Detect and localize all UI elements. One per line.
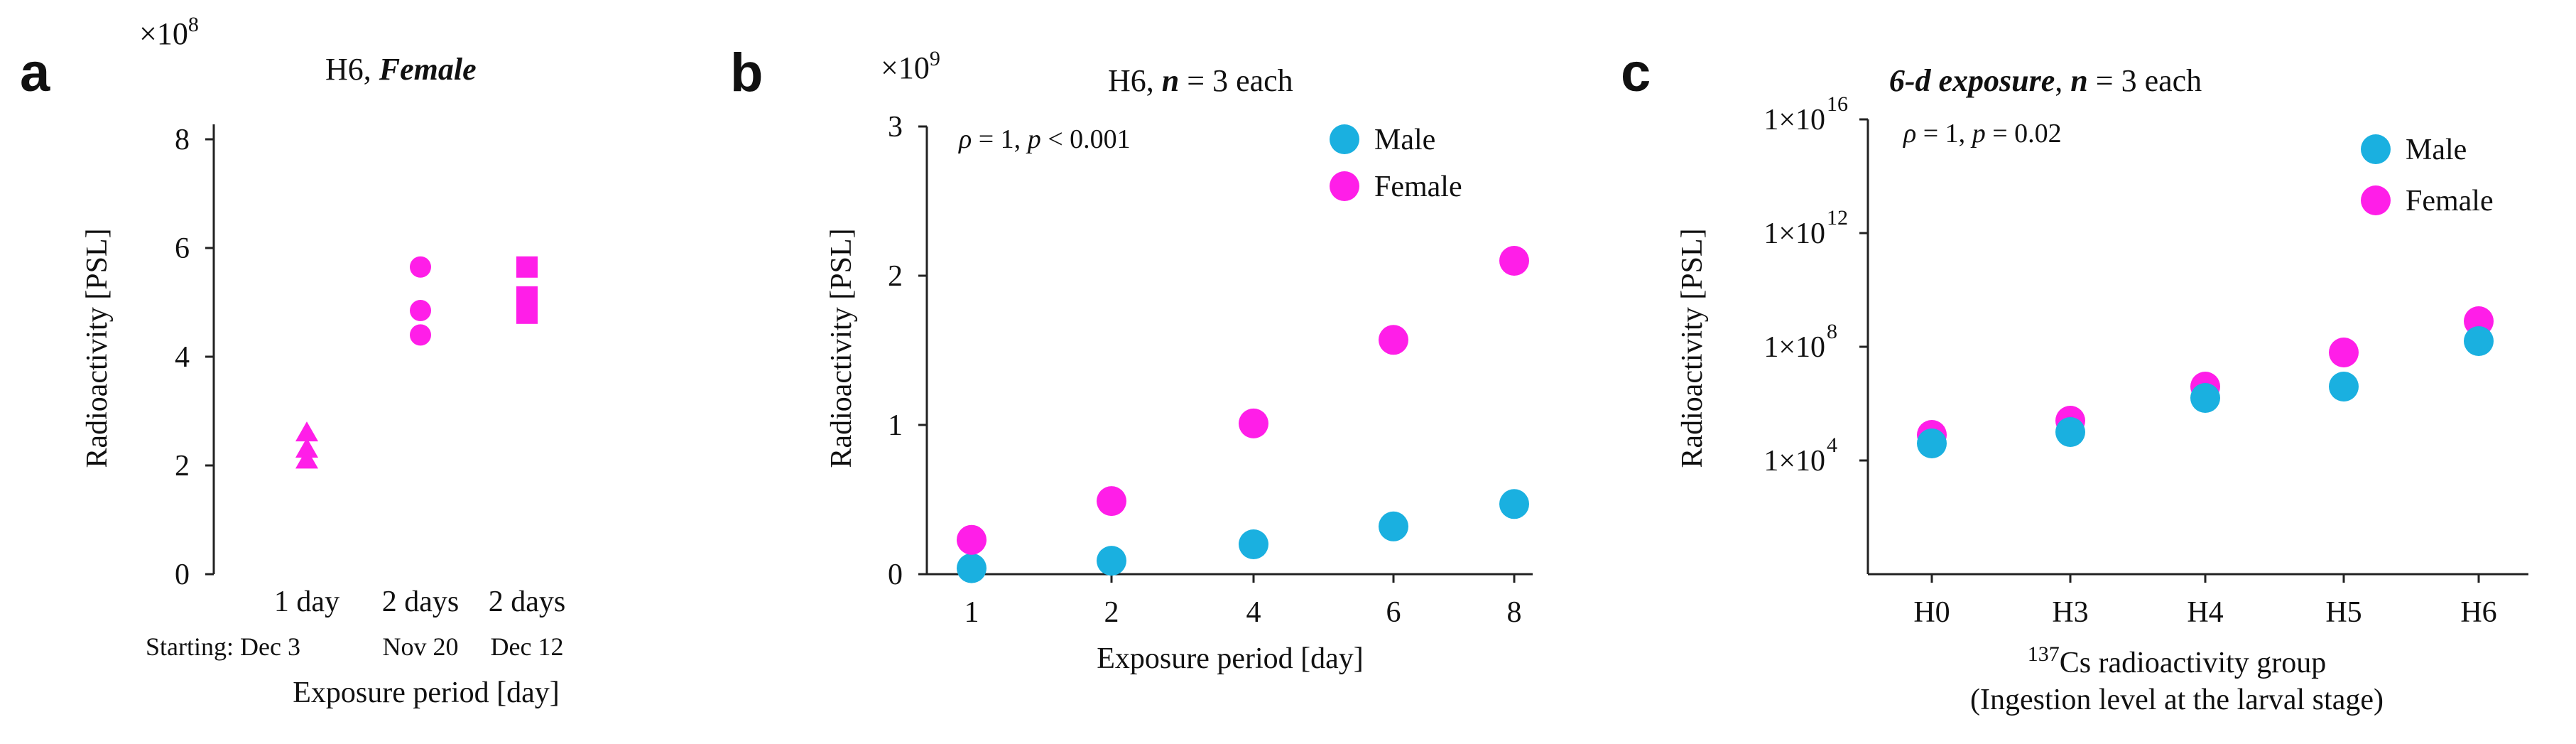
x-category-label: 1 day — [274, 586, 339, 618]
x-category-label: 2 days — [382, 586, 460, 618]
panel-c-x-axis-label-2: (Ingestion level at the larval stage) — [1970, 684, 2384, 716]
y-tick-exponent: 12 — [1827, 206, 1848, 230]
panel-c-label: c — [1621, 43, 1651, 103]
legend-male-marker — [2361, 134, 2391, 164]
female-data-point — [1239, 408, 1268, 438]
male-data-point — [1379, 511, 1408, 541]
panel-a-title: H6, Female — [325, 52, 477, 87]
x-tick-label: H6 — [2460, 596, 2496, 629]
female-data-point — [1097, 486, 1126, 517]
male-data-point — [2055, 417, 2085, 447]
y-tick-label: 1 — [888, 409, 903, 442]
male-data-point — [1097, 546, 1126, 576]
panel-c-legend: Male Female — [2361, 134, 2494, 217]
panel-a-x-categories: 1 day 2 days 2 days Starting: Dec 3 Nov 20 De… — [146, 586, 565, 661]
male-data-point — [1917, 428, 1947, 458]
legend-female-marker — [1330, 171, 1359, 201]
x-tick-label: 2 — [1104, 596, 1119, 629]
panel-c-annotation: ρ = 1, p = 0.02 — [1903, 119, 2062, 149]
y-tick-label: 1×10 — [1763, 445, 1825, 478]
male-data-point — [1239, 529, 1268, 559]
male-data-point — [2190, 383, 2220, 413]
data-point-square — [516, 286, 538, 308]
x-tick-label: 6 — [1386, 596, 1401, 629]
y-tick-exponent: 16 — [1827, 92, 1848, 116]
panel-a: a ×108 H6, Female 0 2 4 6 8 Radioactivity [P… — [20, 13, 565, 709]
data-point-circle — [410, 324, 431, 346]
x-tick-label: H3 — [2052, 596, 2088, 629]
y-tick-label: 2 — [888, 260, 903, 293]
female-data-point — [957, 524, 987, 555]
x-tick-label: H0 — [1913, 596, 1950, 629]
panel-b-title: H6, n = 3 each — [1108, 63, 1293, 98]
y-tick-label: 2 — [175, 450, 190, 482]
y-tick-label: 8 — [175, 124, 190, 156]
y-tick-exponent: 8 — [1827, 320, 1837, 343]
panel-c-title: 6-d exposure, n = 3 each — [1889, 63, 2202, 98]
panel-b-y-ticks: 0 1 2 3 — [888, 111, 927, 591]
panel-c-marks — [1917, 306, 2494, 458]
legend-female-label: Female — [2406, 185, 2494, 217]
data-point-circle — [410, 256, 431, 278]
y-tick-label: 3 — [888, 111, 903, 144]
male-data-point — [1499, 489, 1529, 519]
legend-male-marker — [1330, 124, 1359, 154]
panel-a-marks — [295, 256, 538, 469]
x-tick-label: 8 — [1507, 596, 1522, 629]
panel-b-y-axis-label: Radioactivity [PSL] — [825, 228, 858, 468]
panel-b-annotation: ρ = 1, p < 0.001 — [958, 124, 1131, 154]
male-data-point — [2464, 326, 2494, 356]
panel-a-y-axis-label: Radioactivity [PSL] — [81, 228, 114, 468]
panel-b-label: b — [730, 43, 763, 103]
panel-a-label: a — [20, 43, 50, 103]
y-tick-label: 1×10 — [1763, 217, 1825, 250]
x-tick-label: 1 — [964, 596, 979, 629]
x-category-label: 2 days — [489, 586, 566, 618]
data-point-triangle — [295, 448, 318, 469]
x-category-sublabel: Nov 20 — [383, 632, 459, 661]
y-tick-label: 0 — [175, 559, 190, 591]
y-tick-label: 0 — [888, 559, 903, 591]
x-tick-label: 4 — [1246, 596, 1261, 629]
male-data-point — [2329, 372, 2359, 401]
female-data-point — [2329, 338, 2359, 367]
legend-female-marker — [2361, 185, 2391, 215]
panel-a-y-ticks: 0 2 4 6 8 — [175, 124, 214, 591]
panel-b-x-ticks: 1 2 4 6 8 — [964, 574, 1522, 629]
female-data-point — [1499, 246, 1529, 276]
legend-male-label: Male — [1374, 124, 1435, 156]
male-data-point — [957, 553, 987, 583]
y-tick-label: 6 — [175, 232, 190, 265]
x-tick-label: H5 — [2325, 596, 2362, 629]
legend-female-label: Female — [1374, 171, 1462, 203]
panel-a-x-axis-label: Exposure period [day] — [293, 676, 560, 709]
y-tick-label: 1×10 — [1763, 331, 1825, 364]
panel-b-x-axis-label: Exposure period [day] — [1097, 642, 1364, 675]
legend-male-label: Male — [2406, 134, 2467, 166]
x-category-sublabel: Dec 12 — [491, 632, 564, 661]
data-point-circle — [410, 299, 431, 321]
x-category-sublabel: Starting: Dec 3 — [146, 632, 300, 661]
data-point-triangle — [295, 438, 318, 458]
panel-c: c 6-d exposure, n = 3 each 1×10 41×10 81×1… — [1621, 43, 2528, 716]
y-tick-exponent: 4 — [1827, 433, 1837, 457]
panel-c-y-axis-label: Radioactivity [PSL] — [1676, 228, 1709, 468]
data-point-triangle — [295, 421, 318, 442]
panel-c-x-axis-label: 137Cs radioactivity group — [2028, 642, 2327, 679]
female-data-point — [1379, 325, 1408, 355]
panel-b: b ×109 H6, n = 3 each 0 1 2 3 1 2 4 6 8 Radioac… — [730, 43, 1533, 675]
panel-a-multiplier: ×108 — [139, 13, 199, 51]
y-tick-label: 4 — [175, 341, 190, 374]
panel-b-multiplier: ×109 — [881, 47, 940, 85]
y-tick-label: 1×10 — [1763, 104, 1825, 136]
panel-b-marks — [957, 246, 1529, 583]
panel-c-x-ticks: H0 H3 H4 H5 H6 — [1913, 574, 2497, 629]
x-tick-label: H4 — [2187, 596, 2223, 629]
panel-c-y-ticks: 1×10 41×10 81×10 121×10 16 — [1763, 92, 1868, 478]
panel-b-legend: Male Female — [1330, 124, 1462, 203]
data-point-square — [516, 256, 538, 278]
